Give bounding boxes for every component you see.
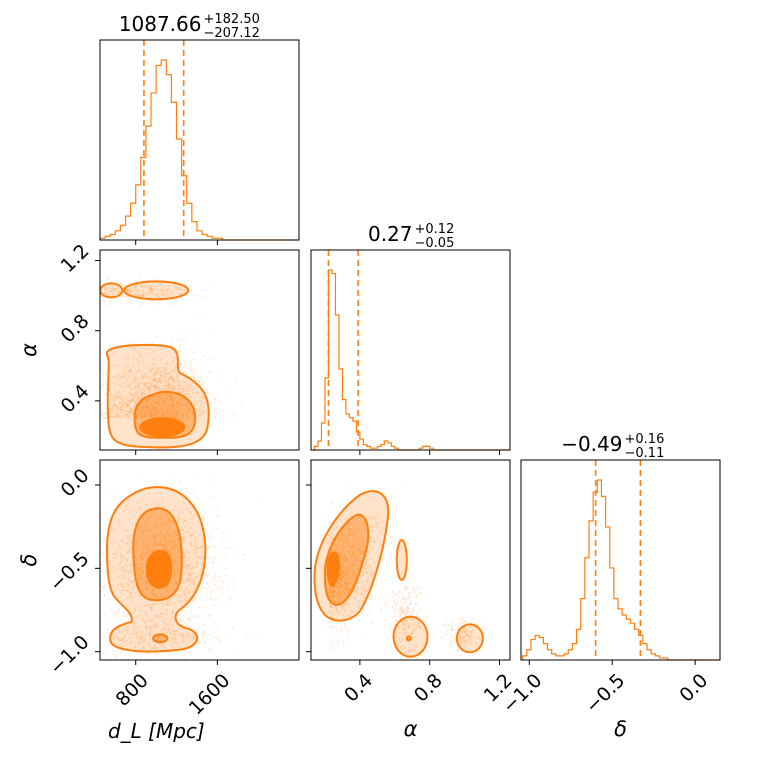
panel-frame-1-0	[99, 249, 300, 451]
histogram-bars-dL	[99, 59, 299, 241]
panel-frame-2-0	[99, 459, 300, 661]
xlabel-delta: δ	[614, 717, 627, 741]
histogram-delta: −0.49 +0.16−0.11	[522, 432, 720, 661]
panel-frame-2-1	[310, 459, 511, 661]
xlabel-alpha: α	[404, 717, 418, 741]
xtick-label-alpha-0: 0.4	[340, 670, 377, 707]
title-median-delta: −0.49	[561, 432, 622, 456]
contour-inner-alpha-vs-dL	[139, 417, 186, 438]
panel-alpha-vs-dL	[100, 275, 243, 449]
panel-frame-1-1	[310, 249, 511, 451]
xtick-label-delta-1: −0.5	[581, 670, 629, 718]
ytick-label-alpha-1: 0.8	[57, 310, 94, 347]
xtick-label-dL-0: 800	[112, 670, 153, 711]
title-minus-delta: −0.11	[625, 446, 665, 461]
title-plus-alpha: +0.12	[415, 222, 455, 237]
histogram-dL: 1087.66 +182.50−207.12	[99, 12, 299, 241]
panel-frame-2-2	[520, 459, 721, 661]
contour-inner-delta-vs-alpha	[326, 551, 340, 587]
xtick-label-delta-2: 0.0	[675, 670, 712, 707]
panel-delta-vs-dL	[100, 473, 263, 660]
contour-outer-delta-vs-alpha	[313, 490, 390, 622]
title-plus-dL: +182.50	[204, 12, 260, 27]
panel-frame-0-0	[99, 39, 300, 241]
histogram-bars-alpha	[311, 269, 510, 451]
ytick-label-alpha-0: 0.4	[57, 380, 94, 417]
contour-island-delta-vs-alpha-0	[395, 539, 408, 581]
title-median-alpha: 0.27	[368, 222, 413, 246]
contour-island-delta-vs-dL	[152, 633, 169, 644]
ytick-label-delta-2: 0.0	[57, 464, 94, 501]
histogram-alpha: 0.27 +0.12−0.05	[311, 222, 510, 451]
contour-island-alpha-vs-dL-0	[100, 282, 124, 299]
ytick-label-delta-0: −1.0	[45, 631, 93, 679]
contour-inner-delta-vs-dL	[145, 549, 173, 589]
panel-delta-vs-alpha	[313, 482, 489, 660]
histogram-bars-delta	[522, 479, 720, 661]
title-median-dL: 1087.66	[119, 12, 202, 36]
title-minus-alpha: −0.05	[415, 236, 455, 251]
xtick-label-dL-1: 1600	[185, 670, 235, 720]
ytick-label-delta-1: −0.5	[45, 548, 93, 596]
contour-island-delta-vs-alpha-2	[405, 635, 412, 642]
ytick-label-alpha-2: 1.2	[57, 240, 94, 277]
scatter-points-alpha-vs-dL	[100, 275, 243, 420]
contour-island-delta-vs-alpha-3	[455, 623, 484, 654]
title-plus-delta: +0.16	[625, 432, 665, 447]
xtick-label-alpha-1: 0.8	[410, 670, 447, 707]
title-minus-dL: −207.12	[204, 26, 260, 41]
ylabel-delta: δ	[17, 554, 41, 567]
ylabel-alpha: α	[17, 343, 41, 357]
xlabel-dL: d_L [Mpc]	[108, 719, 205, 743]
contour-island-alpha-vs-dL-1	[123, 280, 190, 301]
contour-outer-alpha-vs-dL	[106, 343, 210, 449]
